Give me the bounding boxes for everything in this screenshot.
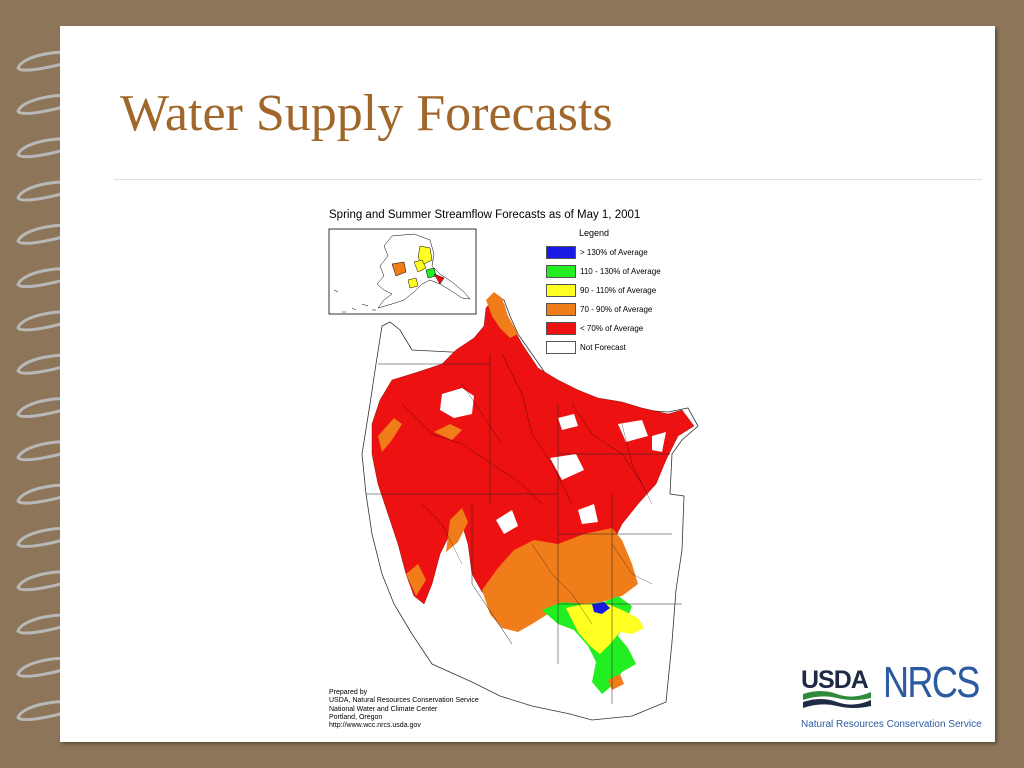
alaska-inset-map: [333, 233, 471, 313]
legend-swatch: [546, 341, 576, 354]
credit-line: Portland, Oregon: [329, 713, 383, 721]
legend-item: 90 - 110% of Average: [546, 281, 696, 300]
legend-swatch: [546, 284, 576, 297]
credit-line: http://www.wcc.nrcs.usda.gov: [329, 722, 421, 730]
map-title: Spring and Summer Streamflow Forecasts a…: [329, 209, 641, 221]
legend-label: 110 - 130% of Average: [580, 267, 661, 276]
legend-label: > 130% of Average: [580, 248, 648, 257]
legend-label: 90 - 110% of Average: [580, 286, 657, 295]
legend-swatch: [546, 322, 576, 335]
usda-wordmark: USDA: [801, 666, 869, 694]
legend-label: < 70% of Average: [580, 324, 644, 333]
usda-wave-mark: [803, 691, 871, 708]
title-divider: [114, 179, 982, 180]
western-us-map: [361, 292, 699, 721]
legend-item: 70 - 90% of Average: [546, 300, 696, 319]
slide-title: Water Supply Forecasts: [120, 85, 613, 142]
legend-title: Legend: [579, 228, 610, 238]
legend-swatch: [546, 265, 576, 278]
nrcs-fullname: Natural Resources Conservation Service: [801, 719, 982, 730]
legend-label: 70 - 90% of Average: [580, 305, 653, 314]
nrcs-wordmark: NRCS: [883, 658, 980, 707]
streamflow-forecast-map: [328, 228, 699, 721]
legend-swatch: [546, 303, 576, 316]
credit-line: National Water and Climate Center: [329, 705, 438, 713]
credit-line: USDA, Natural Resources Conservation Ser…: [329, 697, 479, 705]
map-credits: Prepared by USDA, Natural Resources Cons…: [329, 689, 479, 730]
legend-swatch: [546, 246, 576, 259]
legend-item: 110 - 130% of Average: [546, 262, 696, 281]
legend-item: Not Forecast: [546, 338, 696, 357]
legend-item: > 130% of Average: [546, 243, 696, 262]
map-legend: Legend > 130% of Average 110 - 130% of A…: [546, 228, 696, 357]
legend-label: Not Forecast: [580, 343, 626, 352]
legend-item: < 70% of Average: [546, 319, 696, 338]
usda-nrcs-logo: USDA NRCS Natural Resources Conservation…: [801, 658, 985, 734]
credit-line: Prepared by: [329, 689, 368, 696]
